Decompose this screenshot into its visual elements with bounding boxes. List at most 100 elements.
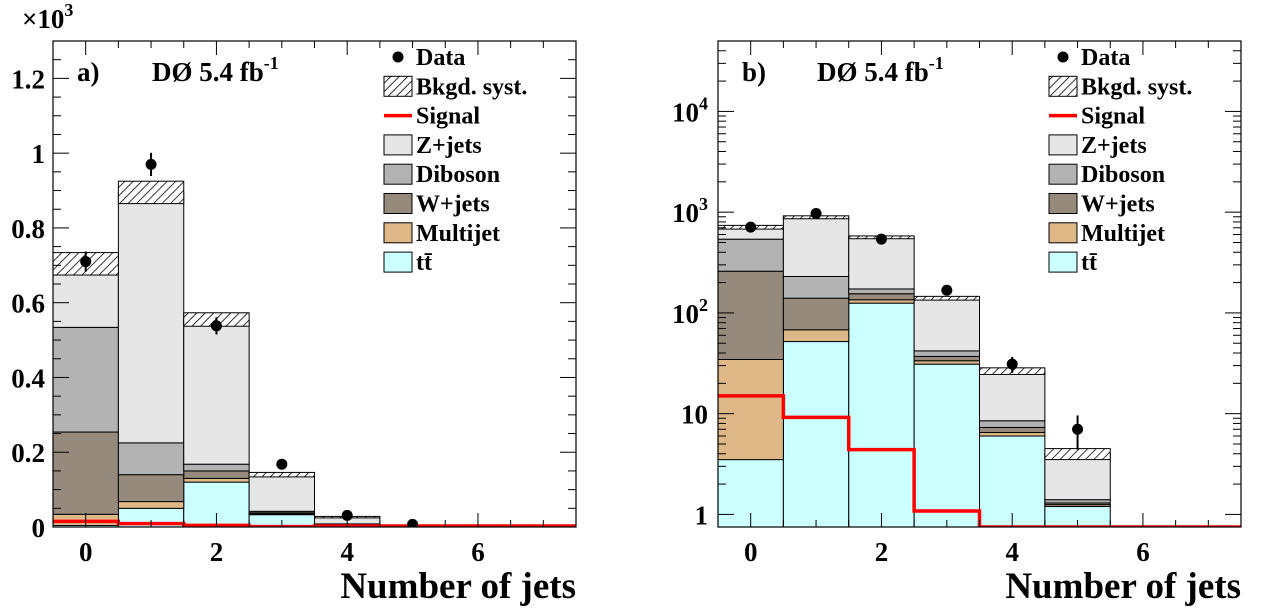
legend-swatch-diboson	[1048, 163, 1078, 185]
legend-swatch-ttbar	[383, 251, 413, 273]
legend-item-signal: Signal	[1049, 104, 1145, 130]
legend-item-signal: Signal	[384, 104, 480, 130]
legend-swatch-diboson	[383, 163, 413, 185]
legend-swatch-wjets	[383, 193, 413, 214]
panel-a: 0 2 4 6 0 0.2 0.4 0.6 0.8 1 1.2 ×103 Number of jets a…	[11, 0, 577, 607]
data-point-4	[1006, 358, 1018, 370]
bar-diboson-bin0	[53, 326, 119, 433]
legend-item-zjets: Z+jets	[1048, 133, 1147, 159]
legend-label-zjets: Z+jets	[416, 133, 482, 159]
legend-label-zjets: Z+jets	[1081, 133, 1147, 159]
legend-item-wjets: W+jets	[1048, 192, 1155, 218]
data-point-3	[276, 458, 288, 470]
legend-label-syst: Bkgd. syst.	[416, 74, 527, 100]
syst-band-bin5	[1044, 448, 1111, 461]
data-point-3	[941, 284, 953, 296]
y-tick-label: 0.6	[11, 289, 45, 319]
legend-item-wjets: W+jets	[383, 192, 490, 218]
legend-swatch-zjets	[383, 134, 413, 156]
legend-item-zjets: Z+jets	[383, 133, 482, 159]
y-tick-label: 103	[672, 194, 708, 228]
legend-label-data: Data	[1081, 45, 1130, 71]
panel-label: a)	[77, 57, 100, 87]
syst-band-bin3	[913, 295, 980, 301]
bar-wjets-bin0	[53, 431, 119, 515]
y-tick-label: 1	[32, 139, 46, 169]
bar-multijet-bin1	[117, 501, 185, 509]
legend-swatch-multijet	[383, 222, 413, 244]
x-axis-label: Number of jets	[340, 566, 576, 607]
legend-item-multijet: Multijet	[1048, 221, 1165, 247]
x-tick-label: 6	[471, 537, 485, 567]
x-tick-label: 0	[744, 537, 758, 567]
legend-swatch-syst	[383, 75, 413, 97]
legend-item-diboson: Diboson	[1048, 162, 1165, 188]
bar-multijet-bin4	[979, 432, 1046, 437]
bar-wjets-bin2	[183, 470, 250, 479]
bar-multijet-bin1	[782, 329, 850, 343]
plot-content	[718, 208, 1241, 527]
bar-ttbar-bin1	[782, 341, 850, 527]
bar-wjets-bin1	[782, 297, 850, 331]
legend: Data Bkgd. syst. Signal Z+jets Diboson W+jets…	[383, 45, 527, 276]
y-tick-label: 102	[672, 295, 708, 329]
legend-label-diboson: Diboson	[416, 162, 500, 188]
panel-b: 0 2 4 6 1 10 102 103 104 Number of jets b) DØ 5.4 f…	[672, 40, 1242, 607]
legend-swatch-ttbar	[1048, 251, 1078, 273]
bar-zjets-bin5	[1044, 453, 1111, 501]
legend-swatch-syst	[1048, 75, 1078, 97]
legend-label-ttbar: tt̄	[1081, 250, 1097, 276]
legend-item-data: Data	[1057, 45, 1130, 71]
legend-label-ttbar: tt̄	[416, 250, 432, 276]
bar-diboson-bin2	[183, 463, 250, 472]
legend-label-diboson: Diboson	[1081, 162, 1165, 188]
data-point-1	[810, 208, 822, 220]
x-tick-label: 6	[1136, 537, 1150, 567]
bar-diboson-bin1	[117, 442, 185, 476]
bar-multijet-bin2	[183, 477, 250, 483]
legend-label-signal: Signal	[416, 104, 480, 130]
legend-item-syst: Bkgd. syst.	[1048, 74, 1192, 100]
bar-wjets-bin2	[848, 293, 915, 301]
legend-label-multijet: Multijet	[1081, 221, 1165, 247]
bar-wjets-bin3	[913, 355, 980, 362]
bar-multijet-bin0	[718, 358, 784, 461]
x-tick-label: 2	[210, 537, 224, 567]
legend-marker-data	[1057, 51, 1069, 63]
legend-item-data: Data	[392, 45, 465, 71]
bar-diboson-bin1	[782, 275, 850, 299]
bar-zjets-bin1	[117, 191, 185, 444]
y-tick-label: 0.8	[11, 214, 45, 244]
data-point-2	[875, 233, 887, 245]
bar-ttbar-bin2	[848, 302, 915, 527]
bar-zjets-bin1	[782, 216, 850, 277]
x-tick-label: 4	[340, 537, 354, 567]
y-tick-label: 10	[681, 400, 708, 430]
legend-marker-data	[392, 51, 404, 63]
legend-item-syst: Bkgd. syst.	[383, 74, 527, 100]
legend-swatch-zjets	[1048, 134, 1078, 156]
bar-diboson-bin0	[718, 238, 784, 272]
y-tick-label: 0	[32, 513, 46, 543]
experiment-label: DØ 5.4 fb-1	[817, 53, 944, 87]
bar-multijet-bin2	[848, 299, 915, 304]
syst-band-bin3	[248, 471, 315, 478]
y-tick-label: 1.2	[11, 64, 45, 94]
bar-wjets-bin4	[979, 426, 1046, 434]
x-axis-label: Number of jets	[1005, 566, 1241, 607]
legend-item-ttbar: tt̄	[1048, 250, 1097, 276]
legend-swatch-multijet	[1048, 222, 1078, 244]
y-tick-label: 104	[672, 93, 708, 127]
x-tick-label: 0	[79, 537, 93, 567]
legend-label-wjets: W+jets	[1081, 192, 1155, 218]
legend-label-data: Data	[416, 45, 465, 71]
data-point-2	[210, 320, 222, 332]
data-point-5	[1072, 423, 1084, 435]
bar-zjets-bin2	[183, 319, 250, 465]
legend: Data Bkgd. syst. Signal Z+jets Diboson W+jets…	[1048, 45, 1192, 276]
bar-zjets-bin2	[848, 236, 915, 290]
bar-zjets-bin3	[248, 474, 315, 512]
bar-wjets-bin1	[117, 474, 185, 503]
bar-diboson-bin2	[848, 288, 915, 295]
